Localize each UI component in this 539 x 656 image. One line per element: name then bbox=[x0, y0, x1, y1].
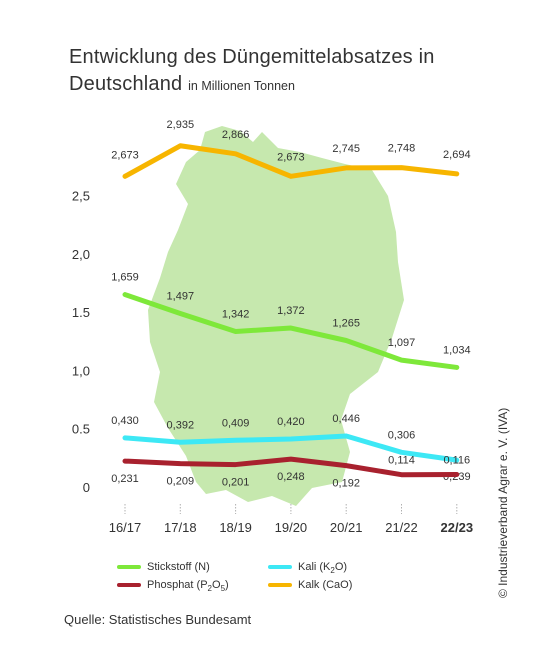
data-label: 0,409 bbox=[222, 417, 250, 429]
data-label: 0,192 bbox=[332, 478, 360, 490]
x-tick-label: 22/23 bbox=[441, 520, 474, 535]
legend-item-phosphat: Phosphat (P2O5) bbox=[117, 578, 229, 596]
legend-item-stickstoff: Stickstoff (N) bbox=[117, 560, 210, 574]
legend-swatch-kali bbox=[268, 565, 292, 569]
data-label: 2,673 bbox=[111, 149, 139, 161]
x-tick-label: 17/18 bbox=[164, 520, 197, 535]
data-label: 0,114 bbox=[388, 455, 415, 467]
data-label: 0,420 bbox=[277, 416, 305, 428]
data-label: 0,446 bbox=[332, 413, 360, 425]
chart-title-main: Entwicklung des Düngemittelabsatzes in D… bbox=[69, 46, 435, 95]
source-note: Quelle: Statistisches Bundesamt bbox=[64, 612, 252, 627]
x-tick-label: 20/21 bbox=[330, 520, 363, 535]
y-tick-label: 0.5 bbox=[72, 422, 90, 437]
data-label: 1,497 bbox=[167, 290, 195, 302]
copyright-credit: © Industrieverband Agrar e. V. (IVA) bbox=[496, 407, 510, 598]
data-label: 2,935 bbox=[167, 119, 195, 131]
legend-item-kali: Kali (K2O) bbox=[268, 560, 348, 578]
data-label: 2,673 bbox=[277, 151, 305, 163]
data-label: 0,231 bbox=[111, 473, 139, 485]
series-stickstoff: 1,659 1,497 1,342 1,372 1,265 1,097 1,034 bbox=[111, 272, 471, 370]
legend-item-kalk: Kalk (CaO) bbox=[268, 578, 353, 592]
x-tick-label: 19/20 bbox=[275, 520, 308, 535]
data-label: 1,342 bbox=[222, 309, 250, 321]
data-label: 1,659 bbox=[111, 272, 139, 284]
legend: Stickstoff (N) Phosphat (P2O5) Kali (K2O… bbox=[110, 553, 410, 593]
y-tick-label: 2,5 bbox=[72, 189, 90, 204]
data-label: 2,694 bbox=[443, 149, 471, 161]
germany-map-background bbox=[148, 126, 404, 506]
series-kalk: 2,673 2,935 2,866 2,673 2,745 2,748 2,694 bbox=[111, 119, 471, 179]
x-tick-label: 16/17 bbox=[109, 520, 142, 535]
data-label: 0,248 bbox=[277, 471, 305, 483]
data-label: 0,306 bbox=[388, 429, 416, 441]
data-label: 0,209 bbox=[167, 476, 195, 488]
data-label: 2,745 bbox=[332, 143, 360, 155]
data-label: 2,866 bbox=[222, 129, 250, 141]
legend-label-phosphat: Phosphat (P2O5) bbox=[147, 579, 229, 594]
legend-swatch-kalk bbox=[268, 583, 292, 587]
legend-swatch-stickstoff bbox=[117, 565, 141, 569]
legend-label-kali: Kali (K2O) bbox=[298, 561, 348, 576]
data-label: 1,034 bbox=[443, 344, 471, 356]
series-layer: 2,673 2,935 2,866 2,673 2,745 2,748 2,694 1,659… bbox=[111, 119, 470, 490]
y-tick-label: 1,0 bbox=[72, 363, 90, 378]
chart-title: Entwicklung des Düngemittelabsatzes in D… bbox=[69, 44, 469, 100]
x-tick-label: 18/19 bbox=[219, 520, 252, 535]
x-axis: 16/17 17/18 18/19 19/20 20/21 21/22 22/23 bbox=[109, 504, 473, 535]
data-label: 1,372 bbox=[277, 305, 305, 317]
legend-label-kalk: Kalk (CaO) bbox=[298, 579, 353, 591]
data-label: 1,265 bbox=[332, 318, 360, 330]
legend-swatch-phosphat bbox=[117, 583, 141, 587]
data-label: 0,392 bbox=[167, 419, 195, 431]
y-tick-label: 0 bbox=[83, 480, 90, 495]
x-tick-label: 21/22 bbox=[385, 520, 418, 535]
y-tick-label: 1.5 bbox=[72, 305, 90, 320]
data-label: 0,201 bbox=[222, 477, 250, 489]
y-axis: 0 0.5 1,0 1.5 2,0 2,5 bbox=[72, 189, 90, 496]
data-label: 2,748 bbox=[388, 143, 416, 155]
legend-label-stickstoff: Stickstoff (N) bbox=[147, 561, 210, 573]
series-phosphat: 0,231 0,209 0,201 0,248 0,192 0,114 0,116 bbox=[111, 454, 470, 489]
data-label: 1,097 bbox=[388, 337, 416, 349]
y-tick-label: 2,0 bbox=[72, 247, 90, 262]
data-label: 0,430 bbox=[111, 415, 139, 427]
data-label: 0,116 bbox=[443, 454, 470, 466]
chart-subtitle: in Millionen Tonnen bbox=[188, 79, 295, 93]
